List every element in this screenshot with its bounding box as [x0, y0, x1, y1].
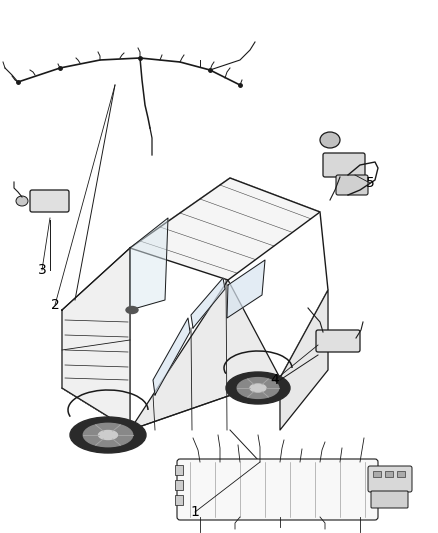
Text: 1: 1	[191, 505, 199, 519]
Polygon shape	[227, 260, 265, 318]
Ellipse shape	[70, 417, 146, 453]
Bar	[385, 471, 393, 477]
Ellipse shape	[320, 132, 340, 148]
Text: 3: 3	[38, 263, 46, 277]
FancyBboxPatch shape	[316, 330, 360, 352]
FancyBboxPatch shape	[177, 459, 378, 520]
Ellipse shape	[126, 306, 138, 313]
Ellipse shape	[250, 384, 266, 392]
Ellipse shape	[237, 377, 279, 398]
Polygon shape	[130, 178, 320, 280]
Polygon shape	[153, 318, 190, 395]
Bar	[175, 465, 183, 475]
Polygon shape	[130, 280, 280, 430]
Ellipse shape	[99, 431, 117, 440]
Polygon shape	[62, 178, 328, 430]
Polygon shape	[280, 290, 328, 430]
FancyBboxPatch shape	[30, 190, 69, 212]
Polygon shape	[130, 218, 168, 310]
Bar	[373, 471, 381, 477]
Ellipse shape	[16, 196, 28, 206]
Bar	[397, 471, 405, 477]
FancyBboxPatch shape	[371, 491, 408, 508]
Ellipse shape	[83, 423, 133, 447]
FancyBboxPatch shape	[336, 175, 368, 195]
Text: 2: 2	[51, 298, 60, 312]
Polygon shape	[62, 248, 130, 430]
Bar	[175, 495, 183, 505]
FancyBboxPatch shape	[323, 153, 365, 177]
Polygon shape	[191, 278, 225, 328]
Text: 4: 4	[271, 373, 279, 387]
Bar	[175, 480, 183, 490]
Ellipse shape	[226, 372, 290, 404]
FancyBboxPatch shape	[368, 466, 412, 492]
Text: 5: 5	[366, 176, 374, 190]
